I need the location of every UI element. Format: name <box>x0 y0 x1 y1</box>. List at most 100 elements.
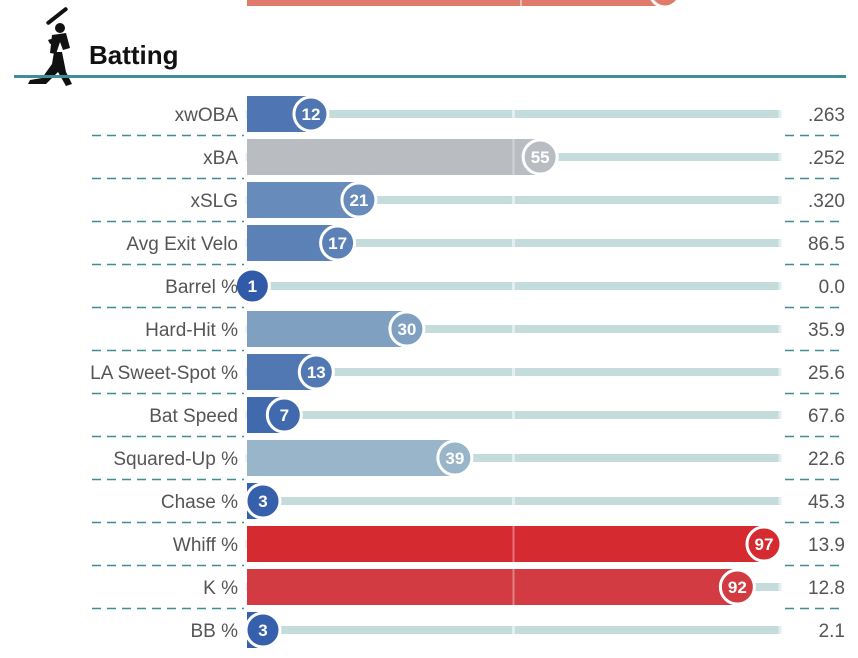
metric-label: Avg Exit Velo <box>126 234 238 255</box>
track-tick <box>778 454 782 462</box>
metric-stat-value: 35.9 <box>808 320 845 341</box>
track-tick <box>778 626 782 634</box>
percentile-marker <box>233 267 271 305</box>
previous-section-marker <box>650 0 680 9</box>
percentile-marker <box>265 396 303 434</box>
percentile-value: 12 <box>301 105 320 124</box>
track-tick <box>778 411 782 419</box>
percentile-bar <box>247 182 359 218</box>
metric-label: BB % <box>190 621 238 642</box>
metric-row: 55 xBA .252 <box>92 138 845 180</box>
bar-midline <box>512 526 515 562</box>
percentile-marker <box>319 224 357 262</box>
metric-row: 3 Chase % 45.3 <box>92 482 845 524</box>
metric-row: 12 xwOBA .263 <box>92 95 845 137</box>
track-tick <box>778 583 782 591</box>
metric-label: Squared-Up % <box>113 449 238 470</box>
metric-stat-value: 25.6 <box>808 363 845 384</box>
percentile-value: 21 <box>349 191 368 210</box>
metric-row: 17 Avg Exit Velo 86.5 <box>92 224 845 266</box>
percentile-marker <box>521 138 559 176</box>
percentile-marker <box>436 439 474 477</box>
percentile-marker <box>244 482 282 520</box>
track-tick <box>778 239 782 247</box>
track-tick <box>512 626 515 634</box>
track-tick <box>512 196 515 204</box>
metric-stat-value: .252 <box>808 148 845 169</box>
percentile-value: 3 <box>258 621 267 640</box>
track-tick <box>778 196 782 204</box>
track-tick <box>778 497 782 505</box>
track-tick <box>512 368 515 376</box>
metric-stat-value: 13.9 <box>808 535 845 556</box>
section-header: Batting <box>14 7 846 86</box>
percentile-marker <box>388 310 426 348</box>
track-tick <box>778 325 782 333</box>
batter-icon <box>28 7 72 86</box>
percentile-value: 3 <box>258 492 267 511</box>
metric-stat-value: 22.6 <box>808 449 845 470</box>
track-tick <box>512 411 515 419</box>
metric-label: Hard-Hit % <box>145 320 238 341</box>
metric-label: Barrel % <box>165 277 238 298</box>
track-tick <box>512 239 515 247</box>
percentile-marker <box>244 611 282 649</box>
metric-label: Whiff % <box>173 535 238 556</box>
percentile-marker <box>745 525 783 563</box>
track-tick <box>512 497 515 505</box>
track-tick <box>778 368 782 376</box>
previous-section-bar-fill <box>247 0 665 6</box>
section-title: Batting <box>89 40 179 70</box>
metric-row: 30 Hard-Hit % 35.9 <box>92 310 845 352</box>
percentile-value: 13 <box>307 363 326 382</box>
percentile-value: 92 <box>728 578 747 597</box>
percentile-bar <box>247 569 738 605</box>
track-tick <box>778 282 782 290</box>
percentile-value: 7 <box>280 406 289 425</box>
track-tick <box>512 110 515 118</box>
metric-row: 92 K % 12.8 <box>92 568 845 610</box>
metric-stat-value: .263 <box>808 105 845 126</box>
previous-section-bar <box>247 0 680 9</box>
track-tick <box>778 153 782 161</box>
metric-row: 39 Squared-Up % 22.6 <box>92 439 845 481</box>
metric-stat-value: 45.3 <box>808 492 845 513</box>
metric-stat-value: .320 <box>808 191 845 212</box>
metric-row: 21 xSLG .320 <box>92 181 845 223</box>
percentile-bar <box>247 311 407 347</box>
track-tick <box>778 110 782 118</box>
header-rule <box>14 75 846 78</box>
metric-label: xwOBA <box>175 105 239 126</box>
percentile-marker <box>718 568 756 606</box>
metric-row: 3 BB % 2.1 <box>190 611 845 649</box>
metric-label: LA Sweet-Spot % <box>90 363 238 384</box>
bar-midline <box>512 139 515 175</box>
metric-row: 13 LA Sweet-Spot % 25.6 <box>90 353 845 395</box>
percentile-value: 1 <box>248 277 257 296</box>
metric-row: 7 Bat Speed 67.6 <box>92 396 845 438</box>
previous-section-bar-tick <box>520 0 522 6</box>
percentile-bar <box>247 526 765 562</box>
percentile-bar <box>247 440 455 476</box>
percentile-value: 30 <box>397 320 416 339</box>
percentile-value: 39 <box>445 449 464 468</box>
percentile-marker <box>340 181 378 219</box>
percentile-marker <box>297 353 335 391</box>
metric-stat-value: 0.0 <box>819 277 845 298</box>
metric-stat-value: 2.1 <box>819 621 845 642</box>
percentile-value: 55 <box>531 148 550 167</box>
metric-label: xSLG <box>190 191 238 212</box>
metric-label: xBA <box>203 148 238 169</box>
metric-stat-value: 86.5 <box>808 234 845 255</box>
percentile-marker <box>292 95 330 133</box>
metric-row: 97 Whiff % 13.9 <box>92 525 845 567</box>
metric-label: K % <box>203 578 238 599</box>
metric-row: 1 Barrel % 0.0 <box>92 267 845 309</box>
metric-label: Bat Speed <box>149 406 238 427</box>
track-tick <box>512 325 515 333</box>
metric-stat-value: 67.6 <box>808 406 845 427</box>
metric-label: Chase % <box>161 492 238 513</box>
percentile-value: 17 <box>328 234 347 253</box>
